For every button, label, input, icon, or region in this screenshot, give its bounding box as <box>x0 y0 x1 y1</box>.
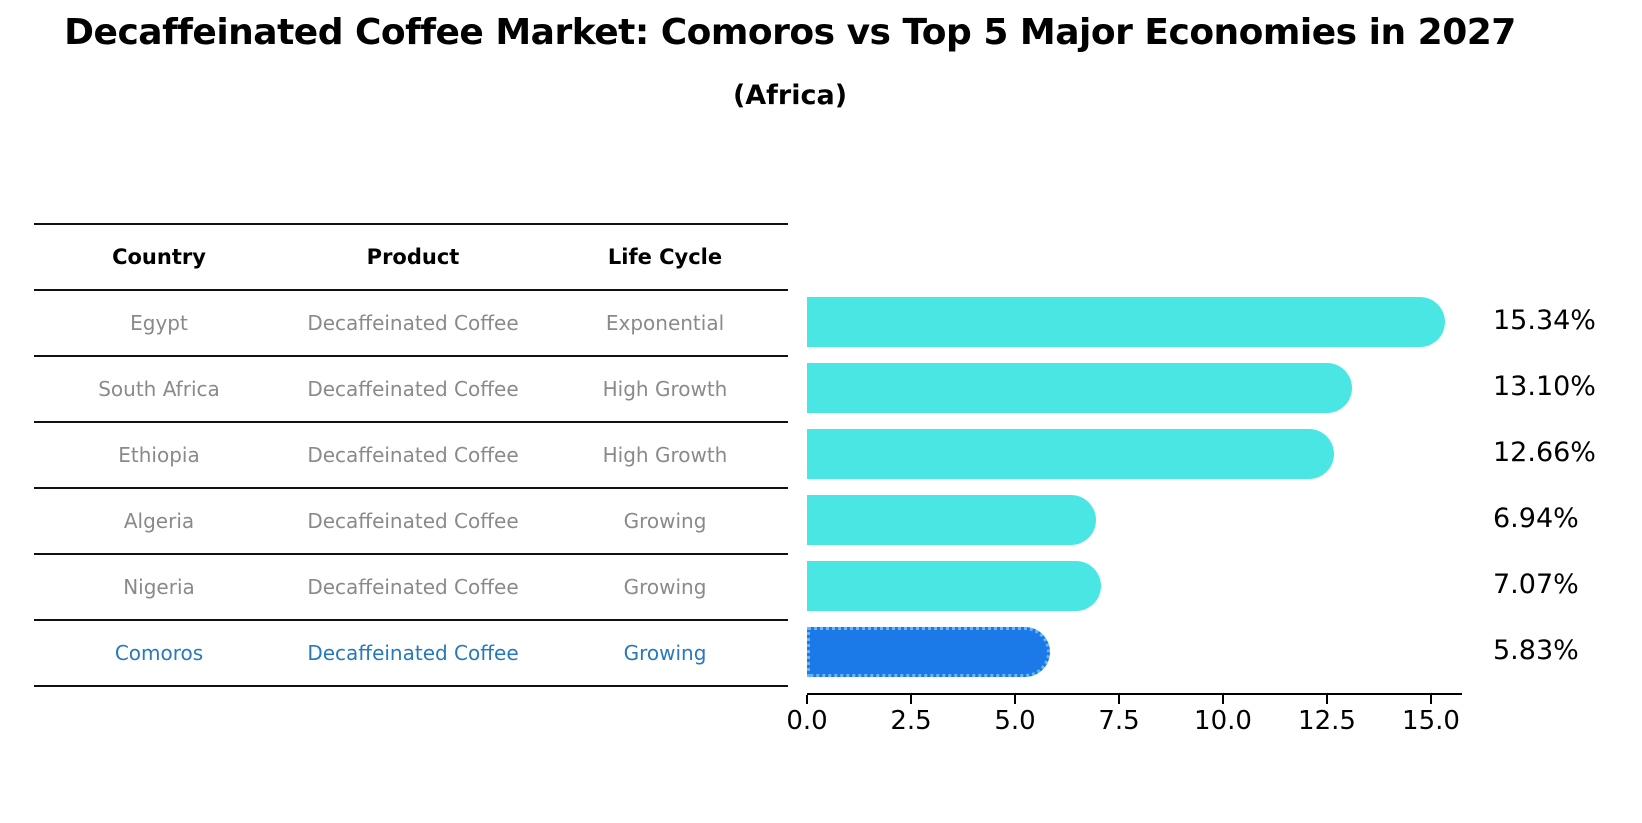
column-header-product: Product <box>366 245 460 269</box>
table-row: South Africa Decaffeinated Coffee High Gro… <box>34 357 788 423</box>
x-axis-tick <box>1326 695 1328 704</box>
bar-value-label: 13.10% <box>1493 371 1596 402</box>
table-cell-country: Algeria <box>123 509 195 533</box>
x-axis-tick-label: 12.5 <box>1298 706 1356 736</box>
table-row: Comoros Decaffeinated Coffee Growing <box>34 621 788 687</box>
table-cell-country: Nigeria <box>123 575 195 599</box>
table-cell-country: South Africa <box>98 377 220 401</box>
table-cell-life-cycle: Growing <box>623 575 707 599</box>
data-table: Country Product Life Cycle Egypt Decaffei… <box>34 223 788 687</box>
bar-value-label: 6.94% <box>1493 503 1579 534</box>
x-axis-tick <box>1430 695 1432 704</box>
table-cell-life-cycle: Growing <box>623 641 707 665</box>
table-row: Egypt Decaffeinated Coffee Exponential <box>34 291 788 357</box>
table-cell-life-cycle: Growing <box>623 509 707 533</box>
table-cell-product: Decaffeinated Coffee <box>307 509 519 533</box>
table-row: Algeria Decaffeinated Coffee Growing <box>34 489 788 555</box>
bar <box>807 363 1352 413</box>
bar-value-label: 5.83% <box>1493 635 1579 666</box>
x-axis-tick <box>1222 695 1224 704</box>
table-cell-product: Decaffeinated Coffee <box>307 575 519 599</box>
bar-value-label: 7.07% <box>1493 569 1579 600</box>
x-axis-tick <box>1118 695 1120 704</box>
x-axis-tick-label: 5.0 <box>994 706 1036 736</box>
x-axis-tick-label: 15.0 <box>1402 706 1460 736</box>
table-cell-life-cycle: Exponential <box>605 311 725 335</box>
bar-highlighted <box>807 627 1050 677</box>
column-header-life-cycle: Life Cycle <box>607 245 723 269</box>
x-axis-tick <box>910 695 912 704</box>
column-header-country: Country <box>112 245 206 269</box>
bar <box>807 429 1334 479</box>
x-axis-tick-label: 7.5 <box>1098 706 1140 736</box>
table-cell-country: Comoros <box>114 641 204 665</box>
table-cell-product: Decaffeinated Coffee <box>307 311 519 335</box>
table-cell-country: Egypt <box>130 311 188 335</box>
chart-title: Decaffeinated Coffee Market: Comoros vs … <box>64 12 1516 53</box>
bar <box>807 495 1096 545</box>
bar <box>807 561 1101 611</box>
x-axis-line <box>807 693 1462 695</box>
x-axis-tick-label: 10.0 <box>1194 706 1252 736</box>
table-row: Nigeria Decaffeinated Coffee Growing <box>34 555 788 621</box>
table-cell-country: Ethiopia <box>118 443 200 467</box>
table-cell-product: Decaffeinated Coffee <box>307 443 519 467</box>
table-row: Ethiopia Decaffeinated Coffee High Growth <box>34 423 788 489</box>
bar <box>807 297 1445 347</box>
table-cell-life-cycle: High Growth <box>602 443 728 467</box>
chart-subtitle: (Africa) <box>732 80 848 111</box>
x-axis-tick-label: 2.5 <box>890 706 932 736</box>
table-cell-product: Decaffeinated Coffee <box>307 377 519 401</box>
table-header-row: Country Product Life Cycle <box>34 225 788 291</box>
x-axis-tick <box>806 695 808 704</box>
x-axis-tick <box>1014 695 1016 704</box>
table-cell-life-cycle: High Growth <box>602 377 728 401</box>
bar-value-label: 12.66% <box>1493 437 1596 468</box>
table-cell-product: Decaffeinated Coffee <box>307 641 519 665</box>
bar-value-label: 15.34% <box>1493 305 1596 336</box>
x-axis-tick-label: 0.0 <box>786 706 828 736</box>
